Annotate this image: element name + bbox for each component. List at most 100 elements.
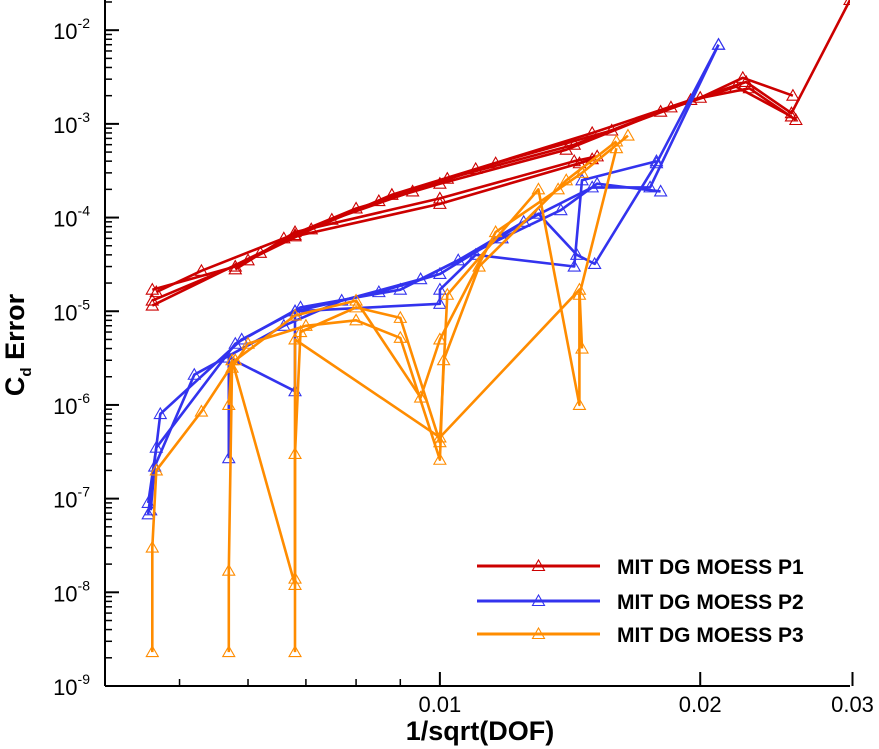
y-axis-title-main: C xyxy=(0,377,30,397)
data-point xyxy=(609,141,624,154)
data-point xyxy=(784,109,799,122)
y-tick-label: 10-2 xyxy=(53,15,90,44)
data-point xyxy=(221,645,236,658)
data-point xyxy=(575,173,589,186)
data-point xyxy=(621,128,635,141)
x-tick-label: 0.02 xyxy=(679,692,722,717)
y-tick-base: 10 xyxy=(53,19,77,44)
data-point xyxy=(551,182,566,195)
data-point xyxy=(288,332,302,345)
data-point xyxy=(413,272,428,285)
data-point xyxy=(572,397,587,410)
data-point xyxy=(393,310,408,323)
series-1 xyxy=(145,0,850,311)
y-tick-label: 10-3 xyxy=(53,109,90,138)
y-tick-label: 10-9 xyxy=(53,671,90,700)
series-line xyxy=(227,288,584,587)
data-point xyxy=(575,165,589,178)
data-point xyxy=(432,452,447,465)
data-point xyxy=(575,341,589,354)
y-tick-base: 10 xyxy=(53,300,77,325)
data-point xyxy=(432,332,447,345)
data-point xyxy=(567,259,582,272)
data-point xyxy=(221,397,236,410)
y-tick-exponent: -7 xyxy=(78,484,91,500)
series-line xyxy=(227,159,657,459)
data-point xyxy=(572,156,587,169)
data-point xyxy=(572,282,587,295)
data-point xyxy=(432,282,447,295)
data-point xyxy=(293,324,308,338)
y-tick-label: 10-7 xyxy=(53,484,90,513)
y-axis-title-sub: d xyxy=(18,367,35,376)
y-axis-title: Cd Error xyxy=(0,293,35,396)
data-point xyxy=(587,256,602,269)
data-point xyxy=(609,134,624,147)
data-point xyxy=(288,308,302,321)
legend-label: MIT DG MOESS P1 xyxy=(617,556,804,579)
series-line xyxy=(293,147,618,653)
x-tick-label: 0.03 xyxy=(831,692,874,717)
y-tick-label: 10-4 xyxy=(53,203,90,232)
data-point xyxy=(349,293,364,306)
data-point xyxy=(432,196,447,209)
data-point xyxy=(349,300,364,313)
y-tick-exponent: -3 xyxy=(78,109,91,125)
ticks: 10-910-810-710-610-510-410-310-20.01 0.02… xyxy=(53,1,874,717)
series-line xyxy=(151,76,794,307)
data-point xyxy=(393,330,408,343)
data-point xyxy=(432,296,447,309)
data-point xyxy=(221,350,236,363)
data-point xyxy=(553,203,568,216)
data-point xyxy=(729,79,743,92)
data-point xyxy=(590,176,605,189)
data-point xyxy=(472,259,487,272)
series-line xyxy=(294,157,593,238)
data-point xyxy=(711,37,726,50)
data-point xyxy=(145,540,160,553)
legend: MIT DG MOESS P1 MIT DG MOESS P2 MIT DG MOE… xyxy=(477,556,804,647)
data-point xyxy=(288,577,302,590)
data-point xyxy=(432,430,447,443)
data-point xyxy=(531,182,546,195)
y-tick-exponent: -2 xyxy=(78,15,91,31)
y-tick-label: 10-5 xyxy=(53,296,90,325)
data-point xyxy=(432,266,447,280)
data-point xyxy=(559,142,574,155)
y-tick-base: 10 xyxy=(53,394,77,419)
data-point xyxy=(649,154,664,167)
data-point xyxy=(149,440,164,453)
data-point xyxy=(153,406,168,420)
y-tick-base: 10 xyxy=(53,581,77,606)
legend-marker xyxy=(531,558,546,572)
data-point xyxy=(653,184,668,197)
data-point xyxy=(149,285,164,298)
y-tick-label: 10-6 xyxy=(53,390,90,419)
y-tick-label: 10-8 xyxy=(53,577,90,606)
y-tick-exponent: -6 xyxy=(78,390,91,406)
x-tick-label: 0.01 xyxy=(418,692,461,717)
y-axis-title-rest: Error xyxy=(0,293,30,367)
data-point xyxy=(228,336,243,349)
data-point xyxy=(194,263,209,276)
legend-marker xyxy=(531,626,546,640)
y-tick-exponent: -5 xyxy=(78,296,91,312)
data-point xyxy=(225,353,239,366)
y-tick-exponent: -4 xyxy=(78,203,91,219)
data-point xyxy=(393,282,408,295)
data-point xyxy=(559,173,574,186)
data-point xyxy=(432,176,447,189)
data-point xyxy=(187,367,202,380)
data-point xyxy=(440,287,455,300)
legend-marker xyxy=(531,593,546,607)
data-point xyxy=(653,104,668,117)
data-point xyxy=(194,404,209,417)
y-tick-base: 10 xyxy=(53,113,77,138)
data-point xyxy=(643,180,658,193)
data-point xyxy=(288,224,302,238)
data-point xyxy=(228,262,243,275)
data-point xyxy=(788,112,803,126)
axes xyxy=(104,0,850,687)
y-tick-exponent: -8 xyxy=(78,577,91,593)
